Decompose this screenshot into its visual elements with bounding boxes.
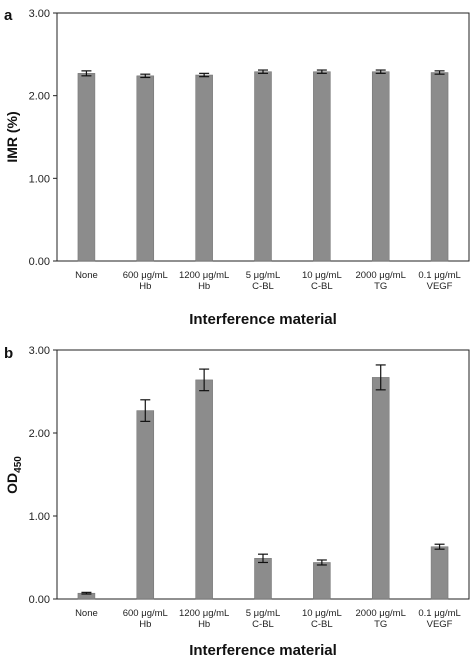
x-category-label-line: Hb — [139, 619, 151, 630]
y-axis-label-text: OD — [4, 473, 20, 494]
x-category-label-line: VEGF — [427, 281, 453, 292]
bar — [254, 71, 272, 262]
x-category-label-line: 1200 μg/mL — [179, 270, 229, 281]
bar — [313, 71, 331, 262]
panel-letter-a: a — [4, 7, 13, 24]
x-category-label: 600 μg/mL Hb — [123, 270, 168, 292]
x-category-label: 1200 μg/mL Hb — [179, 270, 229, 292]
x-axis-label: Interference material — [189, 642, 337, 658]
x-category-label: 5 μg/mL C-BL — [246, 608, 281, 630]
x-category-label-line: Hb — [139, 281, 151, 292]
x-category-label: 1200 μg/mL Hb — [179, 608, 229, 630]
panel-letter-b: b — [4, 345, 13, 362]
x-category-label-line: C-BL — [311, 281, 333, 292]
x-category-label-line: 5 μg/mL — [246, 608, 281, 619]
bar — [136, 410, 155, 600]
x-category-label-line: 0.1 μg/mL — [418, 270, 460, 281]
x-category-label: 2000 μg/mL TG — [356, 608, 406, 630]
bar — [77, 73, 96, 262]
bars-group — [77, 364, 449, 600]
y-axis-label: OD450 — [4, 456, 24, 494]
y-tick-label: 0.00 — [29, 594, 50, 606]
x-category-label-line: 1200 μg/mL — [179, 608, 229, 619]
y-axis-label: IMR (%) — [4, 111, 20, 162]
x-category-label-line: 10 μg/mL — [302, 608, 342, 619]
x-category-label-line: TG — [374, 619, 387, 630]
x-category-label: None — [75, 608, 98, 619]
y-tick-label: 1.00 — [29, 173, 50, 185]
bar — [195, 379, 213, 600]
bars-group — [77, 69, 449, 262]
bar — [430, 72, 449, 262]
bar — [136, 75, 155, 262]
y-axis-ticks: 0.00 1.00 2.00 3.00 — [29, 345, 57, 606]
x-category-label-line: None — [75, 608, 98, 619]
bar — [371, 377, 390, 600]
y-tick-label: 2.00 — [29, 91, 50, 103]
bar — [195, 74, 213, 262]
x-category-label: 2000 μg/mL TG — [356, 270, 406, 292]
x-category-label: 0.1 μg/mL VEGF — [418, 270, 460, 292]
x-category-label-line: 5 μg/mL — [246, 270, 281, 281]
x-category-label-line: TG — [374, 281, 387, 292]
x-category-label-line: 10 μg/mL — [302, 270, 342, 281]
bar — [430, 546, 449, 600]
x-axis-label: Interference material — [189, 311, 337, 328]
bar — [313, 562, 331, 600]
x-category-label: None — [75, 270, 98, 281]
y-tick-label: 0.00 — [29, 256, 50, 268]
x-category-label-line: C-BL — [252, 281, 274, 292]
x-category-label: 10 μg/mL C-BL — [302, 270, 342, 292]
x-category-label-line: 2000 μg/mL — [356, 608, 406, 619]
x-category-label-line: VEGF — [427, 619, 453, 630]
x-category-label-line: Hb — [198, 281, 210, 292]
y-axis-label-subscript: 450 — [13, 456, 24, 473]
x-category-label: 10 μg/mL C-BL — [302, 608, 342, 630]
x-category-label-line: 600 μg/mL — [123, 270, 168, 281]
x-category-label-line: 2000 μg/mL — [356, 270, 406, 281]
x-category-label-line: Hb — [198, 619, 210, 630]
y-tick-label: 1.00 — [29, 511, 50, 523]
y-tick-label: 3.00 — [29, 8, 50, 20]
bar — [254, 558, 272, 600]
y-axis-ticks: 0.00 1.00 2.00 3.00 — [29, 8, 57, 268]
x-category-label-line: 0.1 μg/mL — [418, 608, 460, 619]
x-category-label-line: C-BL — [252, 619, 274, 630]
x-category-label: 600 μg/mL Hb — [123, 608, 168, 630]
x-category-label: 0.1 μg/mL VEGF — [418, 608, 460, 630]
y-tick-label: 3.00 — [29, 345, 50, 357]
x-category-label: 5 μg/mL C-BL — [246, 270, 281, 292]
x-category-label-line: None — [75, 270, 98, 281]
y-tick-label: 2.00 — [29, 428, 50, 440]
y-axis-label-text: IMR (%) — [4, 111, 20, 162]
x-category-label-line: C-BL — [311, 619, 333, 630]
x-category-label-line: 600 μg/mL — [123, 608, 168, 619]
bar — [371, 71, 390, 262]
